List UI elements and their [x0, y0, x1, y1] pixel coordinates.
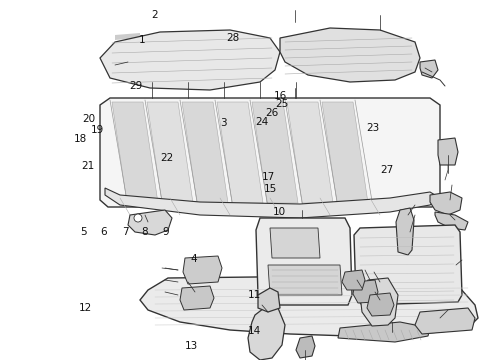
- Text: 26: 26: [265, 108, 279, 118]
- Polygon shape: [217, 102, 263, 203]
- Polygon shape: [270, 228, 320, 258]
- Text: 7: 7: [122, 227, 128, 237]
- Text: 8: 8: [142, 227, 148, 237]
- Polygon shape: [100, 30, 280, 90]
- Text: 3: 3: [220, 118, 227, 128]
- Polygon shape: [115, 33, 140, 40]
- Text: 22: 22: [160, 153, 173, 163]
- Polygon shape: [396, 208, 414, 255]
- Polygon shape: [258, 288, 280, 312]
- Text: 9: 9: [162, 227, 169, 237]
- Text: 15: 15: [264, 184, 277, 194]
- Text: 11: 11: [248, 290, 262, 300]
- Text: 6: 6: [100, 227, 107, 237]
- Polygon shape: [252, 102, 298, 203]
- Polygon shape: [438, 138, 458, 165]
- Polygon shape: [193, 48, 218, 55]
- Text: 29: 29: [129, 81, 143, 91]
- Polygon shape: [342, 270, 365, 290]
- Polygon shape: [141, 38, 166, 45]
- Text: 14: 14: [248, 326, 262, 336]
- Text: 21: 21: [81, 161, 95, 171]
- Text: 1: 1: [139, 35, 146, 45]
- Text: 28: 28: [226, 33, 240, 43]
- Polygon shape: [287, 102, 333, 203]
- Text: 2: 2: [151, 10, 158, 20]
- Polygon shape: [296, 336, 315, 358]
- Text: 20: 20: [83, 114, 96, 124]
- Text: 18: 18: [74, 134, 88, 144]
- Polygon shape: [360, 278, 398, 326]
- Polygon shape: [244, 58, 269, 65]
- Polygon shape: [100, 98, 440, 207]
- Polygon shape: [112, 102, 158, 203]
- Polygon shape: [183, 256, 222, 284]
- Polygon shape: [430, 192, 462, 215]
- Text: 4: 4: [190, 254, 197, 264]
- Polygon shape: [147, 102, 193, 203]
- Polygon shape: [354, 225, 462, 305]
- Text: 17: 17: [262, 172, 275, 182]
- Text: 16: 16: [273, 91, 287, 102]
- Polygon shape: [219, 53, 244, 60]
- Text: 13: 13: [184, 341, 198, 351]
- Polygon shape: [105, 188, 440, 218]
- Text: 24: 24: [255, 117, 269, 127]
- Text: 23: 23: [366, 123, 379, 133]
- Polygon shape: [140, 275, 478, 336]
- Polygon shape: [180, 286, 214, 310]
- Text: 12: 12: [79, 303, 93, 313]
- Text: 19: 19: [90, 125, 104, 135]
- Polygon shape: [367, 293, 394, 316]
- Polygon shape: [182, 102, 228, 203]
- Circle shape: [134, 214, 142, 222]
- Polygon shape: [353, 280, 378, 303]
- Polygon shape: [415, 308, 475, 334]
- Text: 10: 10: [273, 207, 286, 217]
- Text: 27: 27: [380, 165, 394, 175]
- Polygon shape: [420, 60, 438, 78]
- Polygon shape: [435, 212, 468, 230]
- Polygon shape: [167, 43, 192, 50]
- Polygon shape: [268, 265, 342, 295]
- Polygon shape: [322, 102, 368, 203]
- Text: 5: 5: [80, 227, 87, 237]
- Polygon shape: [280, 28, 420, 82]
- Polygon shape: [338, 322, 430, 342]
- Polygon shape: [128, 210, 172, 235]
- Polygon shape: [256, 218, 352, 305]
- Polygon shape: [248, 305, 285, 360]
- Text: 25: 25: [275, 99, 289, 109]
